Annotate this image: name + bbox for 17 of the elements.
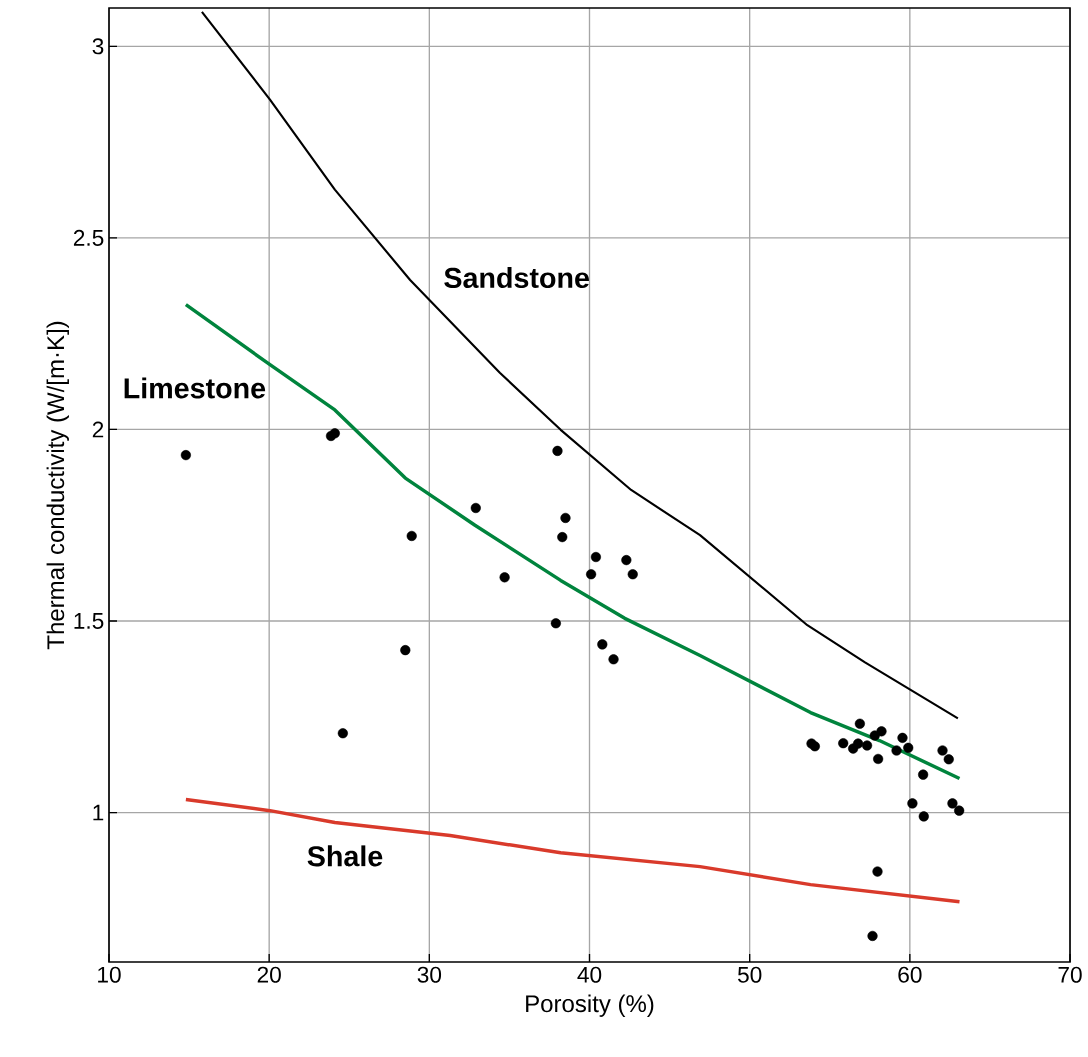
x-tick-label: 20 [257, 966, 281, 983]
y-tick-label: 3 [92, 38, 104, 55]
series-label: Sandstone [444, 267, 589, 289]
y-tick-label: 1.5 [74, 613, 104, 629]
y-axis-title: Thermal conductivity (W/[m·K]) [46, 321, 69, 650]
x-axis-title: Porosity (%) [526, 994, 654, 1017]
series-label: Shale [307, 845, 383, 867]
x-tick-label: 30 [417, 966, 442, 983]
x-tick-label: 40 [577, 966, 602, 983]
y-tick-label: 2 [92, 421, 104, 438]
x-tick-label: 70 [1058, 966, 1082, 983]
y-tick-label: 2.5 [73, 229, 104, 246]
x-tick-label: 50 [737, 966, 762, 983]
x-tick-label: 10 [98, 966, 121, 983]
x-tick-label: 60 [898, 966, 922, 983]
series-label: Limestone [124, 377, 266, 399]
y-tick-label: 1 [93, 804, 104, 821]
